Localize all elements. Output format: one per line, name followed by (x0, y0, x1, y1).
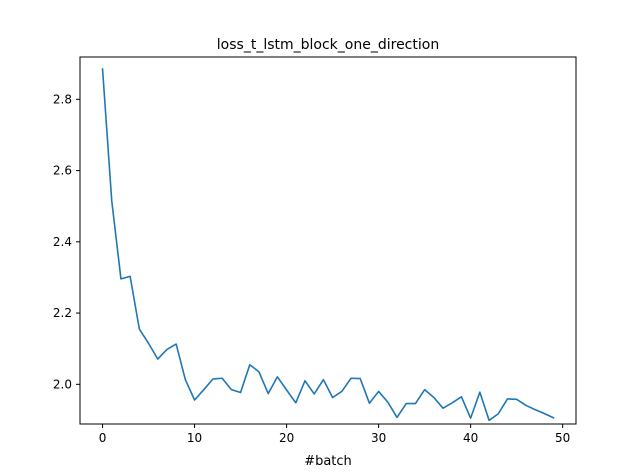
y-tick-label: 2.4 (53, 235, 72, 249)
series-line (101, 68, 555, 422)
y-tick-label: 2.6 (53, 164, 72, 178)
x-tick-label: 0 (99, 431, 107, 445)
x-tick-label: 30 (371, 431, 386, 445)
x-tick-label: 50 (555, 431, 570, 445)
x-axis-label: #batch (304, 454, 352, 469)
y-tick-label: 2.0 (53, 377, 72, 391)
x-tick-label: 20 (279, 431, 294, 445)
axes-frame (79, 56, 577, 425)
y-axis: 2.0 2.2 2.4 2.6 2.8 (53, 92, 80, 391)
plot-area (101, 68, 555, 422)
x-tick-label: 40 (463, 431, 478, 445)
x-tick-label: 10 (187, 431, 202, 445)
y-tick-label: 2.8 (53, 92, 72, 106)
chart-title: loss_t_lstm_block_one_direction (217, 37, 439, 53)
y-tick-label: 2.2 (53, 306, 72, 320)
x-axis: 0 10 20 30 40 50 (99, 424, 570, 445)
